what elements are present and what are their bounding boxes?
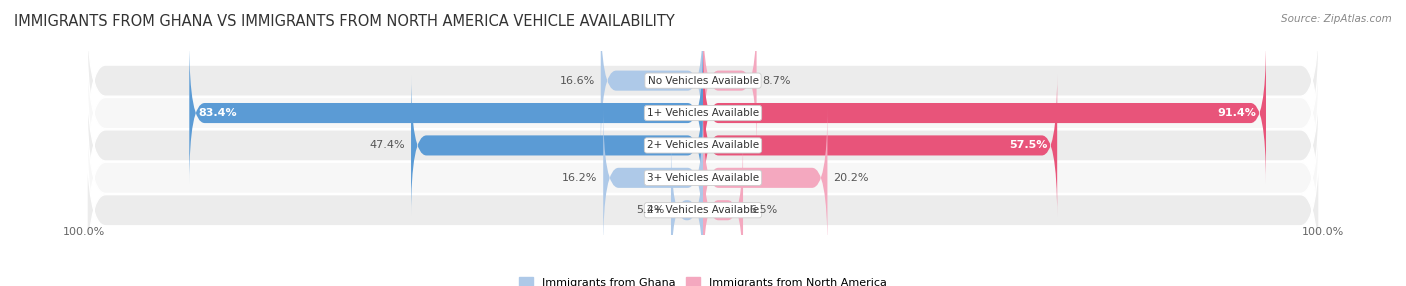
Text: 2+ Vehicles Available: 2+ Vehicles Available [647, 140, 759, 150]
FancyBboxPatch shape [603, 107, 703, 249]
FancyBboxPatch shape [87, 0, 1319, 162]
Text: 100.0%: 100.0% [1302, 227, 1344, 237]
FancyBboxPatch shape [87, 129, 1319, 286]
Text: 57.5%: 57.5% [1010, 140, 1047, 150]
Legend: Immigrants from Ghana, Immigrants from North America: Immigrants from Ghana, Immigrants from N… [519, 277, 887, 286]
FancyBboxPatch shape [190, 42, 703, 184]
Text: 83.4%: 83.4% [198, 108, 238, 118]
FancyBboxPatch shape [703, 42, 1265, 184]
Text: 100.0%: 100.0% [62, 227, 104, 237]
Text: 16.6%: 16.6% [560, 76, 595, 86]
Text: 1+ Vehicles Available: 1+ Vehicles Available [647, 108, 759, 118]
Text: 47.4%: 47.4% [370, 140, 405, 150]
FancyBboxPatch shape [671, 139, 703, 281]
Text: 3+ Vehicles Available: 3+ Vehicles Available [647, 173, 759, 183]
FancyBboxPatch shape [703, 10, 756, 152]
FancyBboxPatch shape [411, 74, 703, 217]
Text: 16.2%: 16.2% [561, 173, 598, 183]
FancyBboxPatch shape [703, 107, 827, 249]
Text: 6.5%: 6.5% [749, 205, 778, 215]
FancyBboxPatch shape [600, 10, 703, 152]
Text: 4+ Vehicles Available: 4+ Vehicles Available [647, 205, 759, 215]
Text: No Vehicles Available: No Vehicles Available [648, 76, 758, 86]
Text: 5.2%: 5.2% [637, 205, 665, 215]
FancyBboxPatch shape [703, 139, 742, 281]
Text: 20.2%: 20.2% [834, 173, 869, 183]
FancyBboxPatch shape [703, 74, 1057, 217]
Text: IMMIGRANTS FROM GHANA VS IMMIGRANTS FROM NORTH AMERICA VEHICLE AVAILABILITY: IMMIGRANTS FROM GHANA VS IMMIGRANTS FROM… [14, 14, 675, 29]
Text: Source: ZipAtlas.com: Source: ZipAtlas.com [1281, 14, 1392, 24]
Text: 8.7%: 8.7% [762, 76, 792, 86]
FancyBboxPatch shape [87, 96, 1319, 259]
FancyBboxPatch shape [87, 31, 1319, 195]
Text: 91.4%: 91.4% [1218, 108, 1257, 118]
FancyBboxPatch shape [87, 64, 1319, 227]
